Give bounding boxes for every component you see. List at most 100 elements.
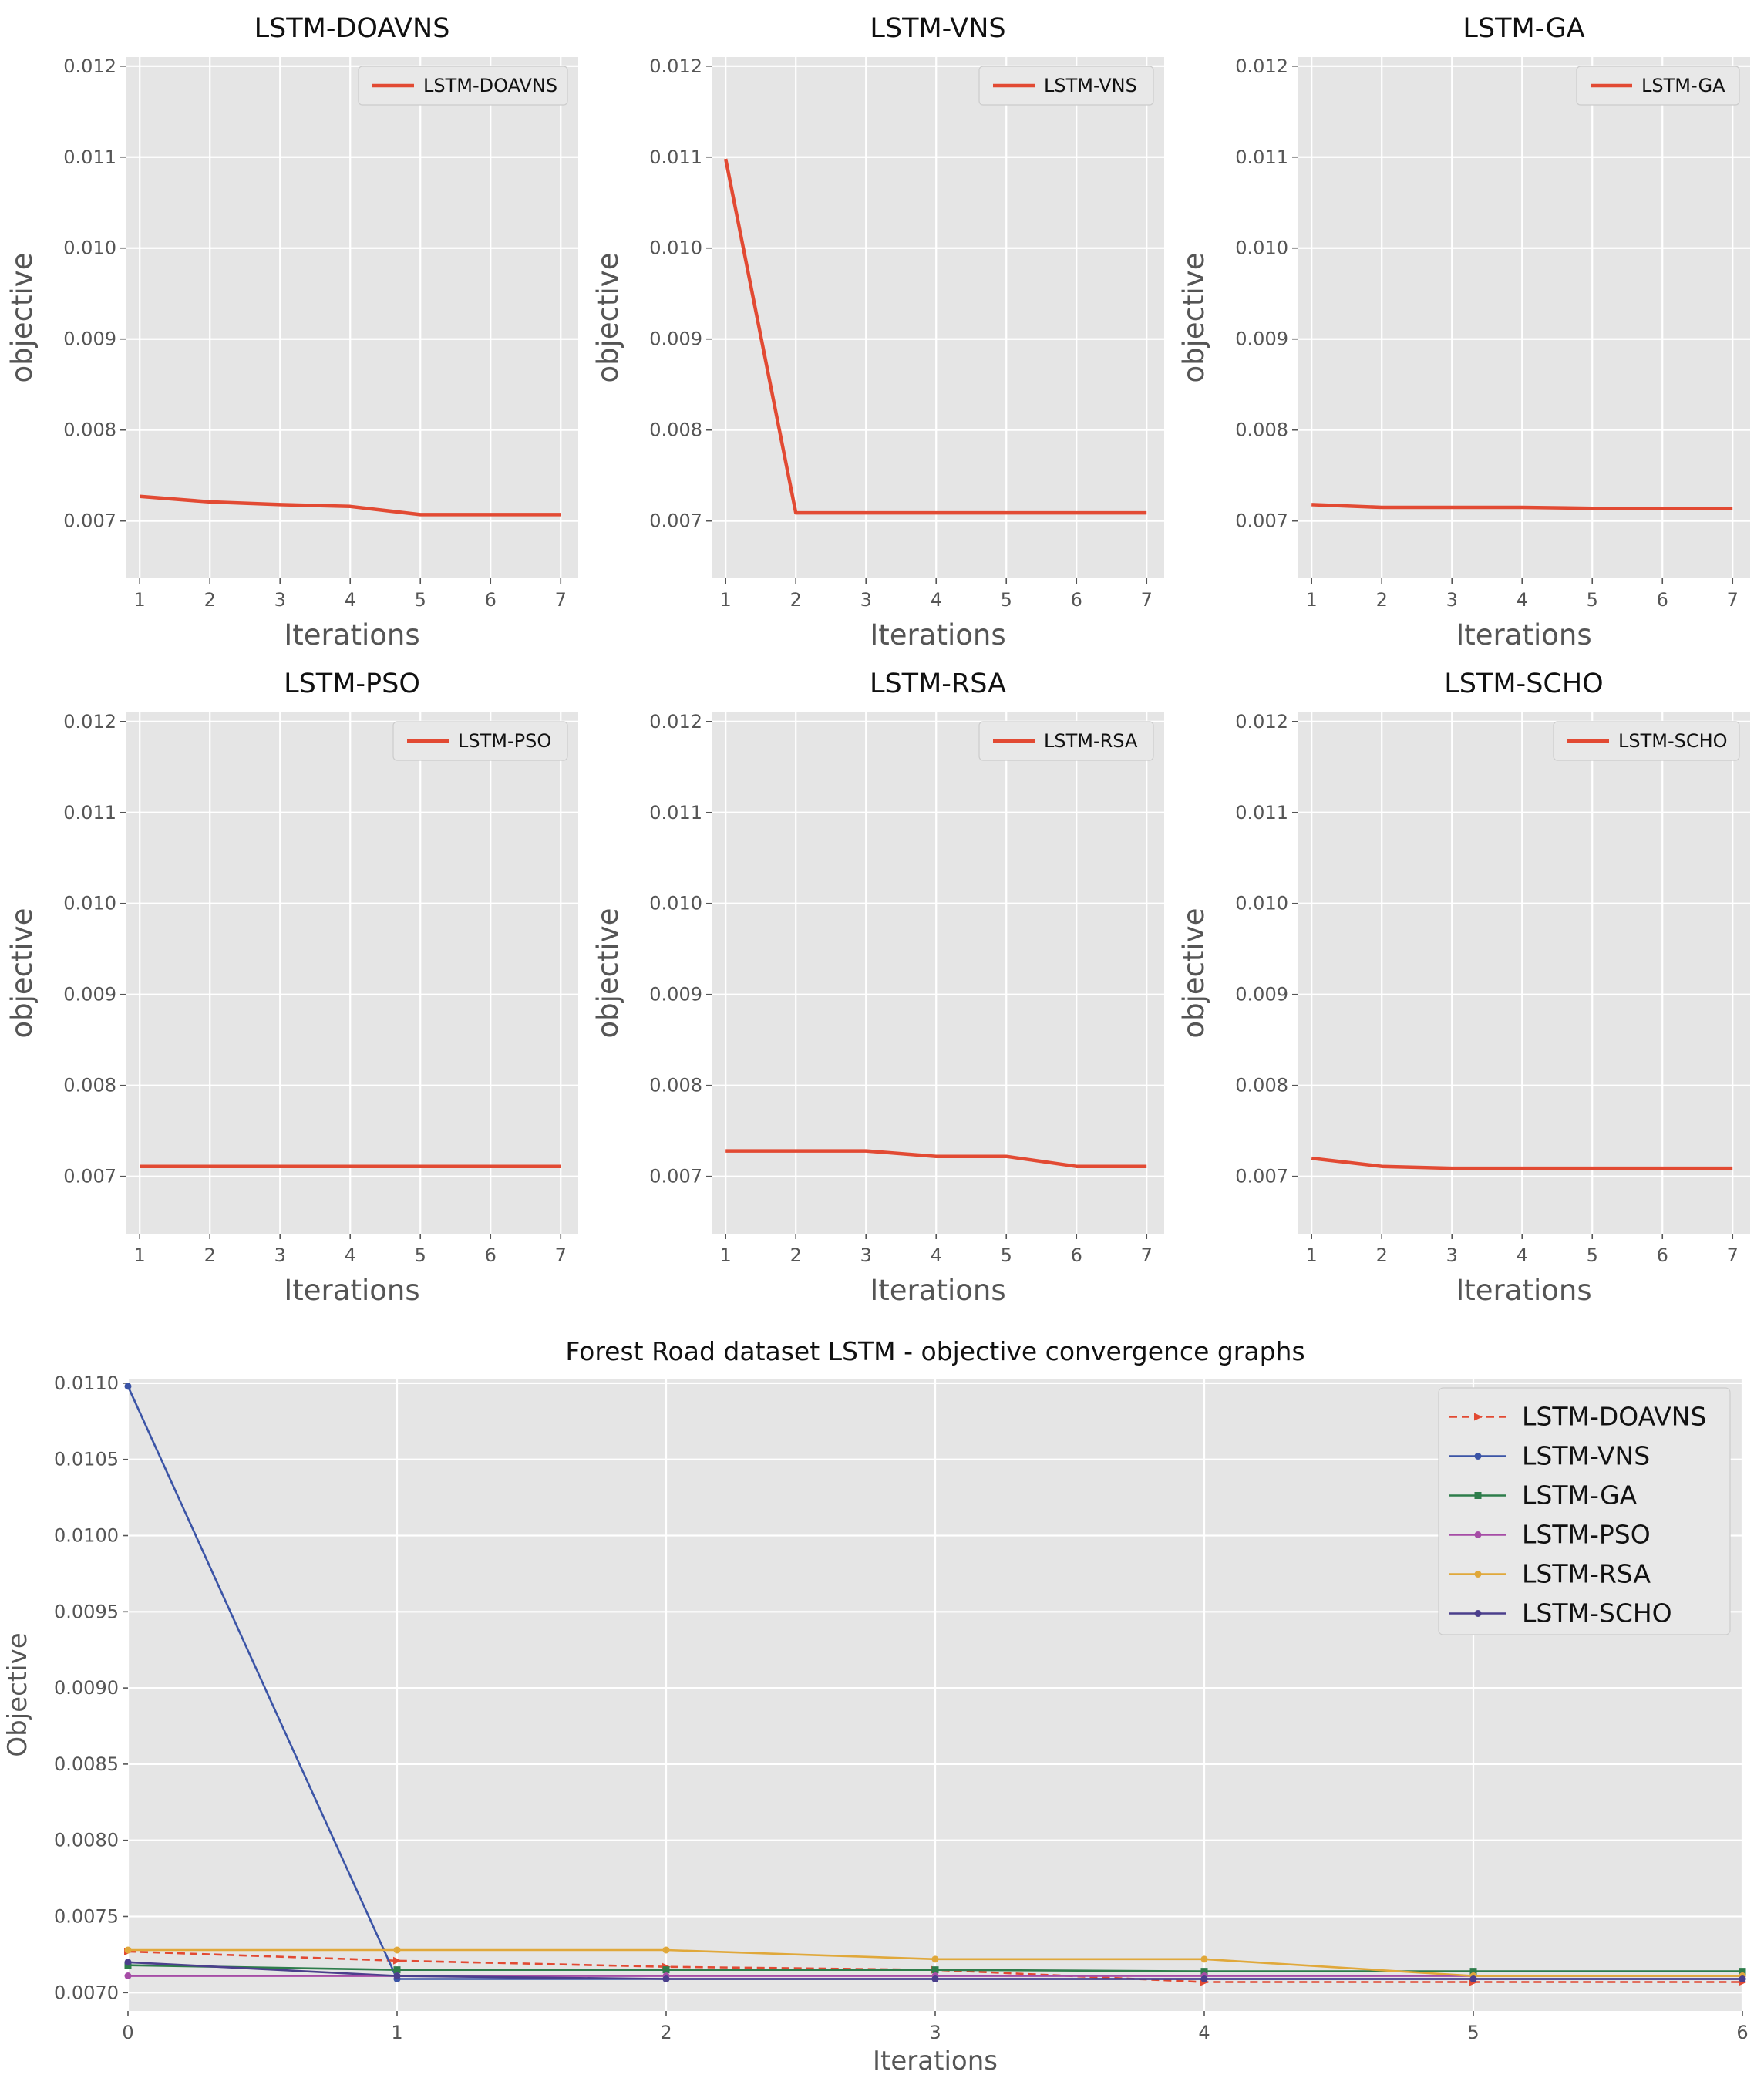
x-tick-label: 1 [391, 2022, 402, 2043]
x-tick-label: 6 [485, 1245, 497, 1266]
legend-box [1553, 721, 1740, 761]
y-tick-label: 0.010 [1235, 237, 1288, 259]
x-tick-label: 1 [134, 1245, 146, 1266]
x-tick-label: 4 [931, 589, 942, 611]
legend: LSTM-RSA [978, 721, 1154, 761]
x-tick-label: 7 [555, 1245, 567, 1266]
y-tick-label: 0.009 [63, 984, 116, 1005]
x-tick-label: 1 [1306, 589, 1318, 611]
legend-marker [1474, 1413, 1483, 1421]
y-tick-label: 0.009 [649, 984, 702, 1005]
legend-box [1438, 1387, 1731, 1635]
y-tick-label: 0.010 [1235, 893, 1288, 914]
y-tick-label: 0.007 [649, 510, 702, 532]
y-axis-label: objective [591, 908, 624, 1039]
chart-panel-2: 1 2 3 4 5 6 7 0.007 0.008 0.009 0.010 0.011 0.012 LST… [591, 13, 1164, 652]
y-tick-label: 0.012 [649, 711, 702, 733]
plot-area [712, 712, 1164, 1234]
y-axis-label: objective [591, 253, 624, 383]
legend: LSTM-SCHO [1553, 721, 1740, 761]
x-tick-label: 7 [1727, 589, 1739, 611]
x-tick-label: 6 [485, 589, 497, 611]
y-tick-label: 0.011 [1235, 147, 1288, 168]
x-axis-label: Iterations [870, 1274, 1005, 1307]
x-tick-label: 6 [1736, 2022, 1748, 2043]
plot-area [1298, 712, 1750, 1234]
y-tick-label: 0.011 [63, 802, 116, 824]
plot-area [1298, 57, 1750, 578]
legend-label: LSTM-VNS [1044, 75, 1137, 96]
x-tick-label: 7 [1141, 1245, 1153, 1266]
y-axis-label: Objective [2, 1632, 33, 1756]
x-tick-label: 0 [122, 2022, 133, 2043]
y-axis-label: objective [5, 253, 39, 383]
x-tick-label: 7 [555, 589, 567, 611]
series-point [931, 1966, 939, 1974]
x-tick-label: 4 [1517, 589, 1528, 611]
y-tick-label: 0.010 [63, 893, 116, 914]
series-point [393, 1972, 401, 1980]
x-tick-label: 3 [860, 589, 872, 611]
y-tick-label: 0.012 [63, 56, 116, 77]
x-tick-label: 1 [720, 1245, 732, 1266]
legend-label: LSTM-PSO [458, 730, 551, 752]
plot-area [126, 57, 578, 578]
y-tick-label: 0.007 [649, 1166, 702, 1187]
series-point [931, 1975, 939, 1983]
x-axis-label: Iterations [1456, 1274, 1591, 1307]
y-tick-label: 0.008 [1235, 419, 1288, 441]
series-point [1200, 1968, 1208, 1975]
y-tick-label: 0.010 [649, 893, 702, 914]
chart-title: LSTM-DOAVNS [254, 13, 450, 44]
x-tick-label: 5 [1001, 589, 1012, 611]
chart-panel-5: 1 2 3 4 5 6 7 0.007 0.008 0.009 0.010 0.011 0.012 LST… [591, 669, 1164, 1307]
legend-label: LSTM-RSA [1522, 1559, 1651, 1589]
legend: LSTM-PSO [392, 721, 568, 761]
series-point [931, 1955, 939, 1963]
series-point [124, 1383, 132, 1390]
series-point [124, 1946, 132, 1954]
x-axis-label: Iterations [870, 618, 1005, 652]
y-tick-label: 0.007 [63, 510, 116, 532]
y-tick-label: 0.007 [63, 1166, 116, 1187]
x-tick-label: 1 [1306, 1245, 1318, 1266]
x-tick-label: 5 [1001, 1245, 1012, 1266]
y-tick-label: 0.0110 [54, 1373, 119, 1394]
legend-marker [1474, 1492, 1482, 1499]
series-point [1469, 1968, 1477, 1975]
x-tick-label: 6 [1657, 1245, 1668, 1266]
legend-label: LSTM-RSA [1044, 730, 1138, 752]
x-axis-label: Iterations [284, 618, 419, 652]
y-tick-label: 0.009 [1235, 328, 1288, 350]
y-tick-label: 0.0080 [54, 1830, 119, 1851]
x-tick-label: 4 [1517, 1245, 1528, 1266]
x-tick-label: 2 [660, 2022, 672, 2043]
series-point [1739, 1968, 1746, 1975]
legend-label: LSTM-DOAVNS [1522, 1402, 1706, 1432]
y-tick-label: 0.011 [63, 147, 116, 168]
y-tick-label: 0.0090 [54, 1677, 119, 1699]
series-point [393, 1966, 401, 1974]
x-tick-label: 2 [204, 589, 216, 611]
series-point [1200, 1955, 1208, 1963]
chart-title: LSTM-VNS [870, 13, 1005, 44]
legend-box [978, 721, 1154, 761]
legend-box [1576, 66, 1740, 106]
legend-label: LSTM-GA [1522, 1480, 1638, 1511]
y-axis-label: objective [1177, 908, 1210, 1039]
legend-box [978, 66, 1154, 106]
x-tick-label: 3 [1446, 1245, 1458, 1266]
legend-marker [1474, 1453, 1482, 1460]
series-point [1739, 1975, 1746, 1983]
legend: LSTM-VNS [978, 66, 1154, 106]
y-tick-label: 0.008 [649, 419, 702, 441]
x-tick-label: 5 [1587, 589, 1598, 611]
y-tick-label: 0.009 [1235, 984, 1288, 1005]
y-tick-label: 0.0070 [54, 1982, 119, 2003]
series-point [662, 1966, 670, 1974]
y-axis-label: objective [5, 908, 39, 1039]
y-tick-label: 0.011 [1235, 802, 1288, 824]
legend-label: LSTM-PSO [1522, 1520, 1651, 1550]
y-tick-label: 0.008 [1235, 1075, 1288, 1096]
